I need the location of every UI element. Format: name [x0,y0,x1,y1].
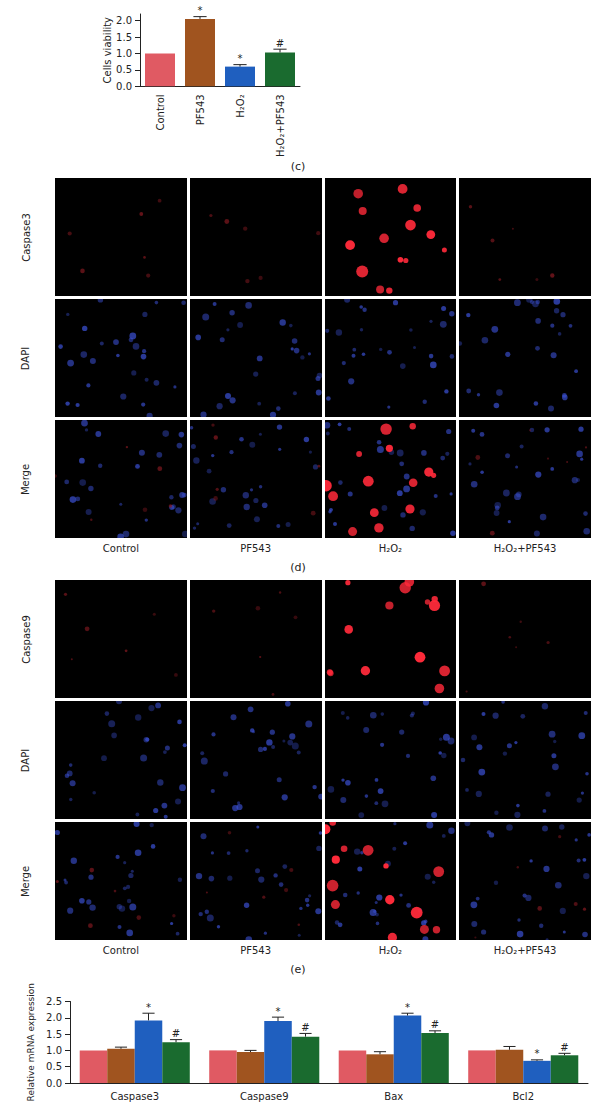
svg-text:*: * [535,1048,540,1059]
svg-text:0.0: 0.0 [116,81,132,92]
html-text:H₂O₂+PF543: H₂O₂+PF543 [493,543,557,554]
html-text:H₂O₂: H₂O₂ [378,945,403,956]
html-text:(e): (e) [290,963,306,976]
svg-text:*: * [276,1006,281,1017]
svg-text:*: * [146,1002,151,1013]
html-text:DAPI: DAPI [20,346,32,370]
svg-text:#: # [301,1022,309,1033]
html-text:Merge: Merge [20,463,32,495]
svg-text:2.0: 2.0 [46,1012,62,1023]
html-text:PF543: PF543 [240,543,272,554]
svg-text:Bcl2: Bcl2 [513,1091,535,1102]
html-text:H₂O₂+PF543: H₂O₂+PF543 [493,945,557,956]
html-text:H₂O₂: H₂O₂ [378,543,403,554]
svg-text:#: # [172,1028,180,1039]
svg-text:0.5: 0.5 [46,1061,62,1072]
svg-text:2.5: 2.5 [46,996,62,1007]
html-text:Caspase9: Caspase9 [20,614,32,664]
html-text:Control: Control [102,945,139,956]
svg-text:2.0: 2.0 [116,15,132,26]
html-text:Control: Control [102,543,139,554]
svg-text:H₂O₂+PF543: H₂O₂+PF543 [275,94,286,157]
svg-text:Cells viability: Cells viability [102,17,113,84]
svg-text:#: # [560,1042,568,1053]
svg-text:PF543: PF543 [195,94,206,125]
svg-text:H₂O₂: H₂O₂ [235,94,246,117]
svg-text:*: * [405,1002,410,1013]
svg-text:Caspase3: Caspase3 [110,1091,159,1102]
svg-text:0.0: 0.0 [46,1078,62,1089]
html-text:(c): (c) [290,160,306,173]
svg-text:1.5: 1.5 [116,32,132,43]
html-text:(d): (d) [290,561,306,574]
svg-text:0.5: 0.5 [116,64,132,75]
svg-text:*: * [198,5,203,16]
svg-text:1.0: 1.0 [116,48,132,59]
html-text:Caspase3: Caspase3 [20,212,32,262]
html-text:PF543: PF543 [240,945,272,956]
svg-text:1.5: 1.5 [46,1029,62,1040]
html-text:DAPI: DAPI [20,748,32,772]
html-text:Merge: Merge [20,865,32,897]
svg-text:*: * [238,53,243,64]
svg-text:Control: Control [155,94,166,130]
svg-text:1.0: 1.0 [46,1045,62,1056]
svg-text:#: # [276,38,284,49]
svg-text:#: # [431,1019,439,1030]
svg-text:Caspase9: Caspase9 [240,1091,289,1102]
svg-text:Bax: Bax [384,1091,403,1102]
svg-text:Relative mRNA expression: Relative mRNA expression [26,983,36,1101]
